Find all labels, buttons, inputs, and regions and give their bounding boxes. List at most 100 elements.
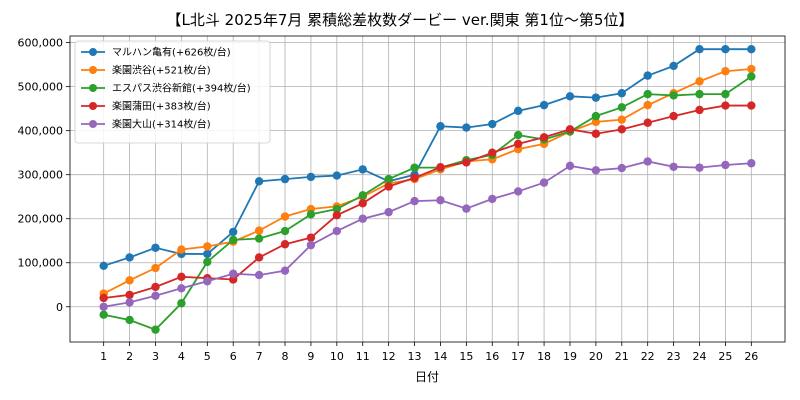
legend-label-4: 楽園蒲田(+383枚/台) <box>112 100 211 113</box>
data-point <box>254 226 264 235</box>
data-point <box>591 111 601 121</box>
axis-ticks: 1 2 3 4 5 6 7 8 9 10 11 12 13 14 15 16 17 18 19 20 21 22 23 24 2… <box>18 37 759 363</box>
data-point <box>306 172 316 182</box>
data-point <box>488 148 497 157</box>
data-point <box>151 282 160 292</box>
data-point <box>177 245 186 254</box>
y-tick-label: 400,000 <box>18 125 64 138</box>
data-point <box>643 71 652 80</box>
data-point <box>306 233 316 242</box>
data-point <box>721 160 730 170</box>
data-point <box>462 204 471 213</box>
data-point <box>539 133 549 142</box>
data-point <box>747 101 756 110</box>
x-tick-label: 15 <box>459 350 473 363</box>
x-tick-label: 9 <box>307 350 314 363</box>
data-point <box>151 325 160 334</box>
data-point <box>332 171 342 180</box>
x-tick-label: 5 <box>204 350 211 363</box>
data-point <box>436 163 445 172</box>
series-line-5 <box>103 160 752 308</box>
data-point <box>177 284 186 293</box>
data-point <box>617 115 626 124</box>
y-tick-label: 600,000 <box>18 37 64 50</box>
x-tick-label: 18 <box>537 350 551 363</box>
data-point <box>125 298 134 307</box>
data-point <box>254 177 264 186</box>
legend-marker-5 <box>89 120 97 128</box>
data-point <box>254 253 264 262</box>
x-tick-label: 20 <box>589 350 603 363</box>
data-point <box>643 118 652 127</box>
data-point <box>280 266 290 275</box>
y-tick-label: 200,000 <box>18 213 64 226</box>
data-point <box>565 125 575 134</box>
data-point <box>125 315 134 325</box>
data-point <box>203 257 212 267</box>
series-line-1 <box>103 48 752 267</box>
legend-marker-2 <box>89 66 97 74</box>
legend-marker-1 <box>89 48 97 56</box>
data-point <box>462 158 471 167</box>
y-tick-label: 500,000 <box>18 81 64 94</box>
data-point <box>177 272 186 282</box>
series-layer <box>99 45 756 334</box>
data-point <box>513 139 523 149</box>
x-tick-label: 3 <box>152 350 159 363</box>
data-point <box>254 234 264 243</box>
x-tick-label: 7 <box>256 350 263 363</box>
data-point <box>151 291 160 300</box>
x-tick-label: 13 <box>408 350 422 363</box>
x-tick-label: 22 <box>641 350 655 363</box>
legend: マルハン亀有(+626枚/台) 楽園渋谷(+521枚/台) エスパス渋谷新館(+39… <box>74 40 271 144</box>
data-point <box>513 187 523 196</box>
data-point <box>643 89 652 99</box>
data-point <box>203 242 212 251</box>
data-point <box>747 72 756 81</box>
data-point <box>565 92 575 101</box>
data-point <box>539 100 549 110</box>
x-tick-label: 24 <box>693 350 707 363</box>
data-point <box>125 290 134 300</box>
x-tick-label: 1 <box>100 350 107 363</box>
x-tick-label: 11 <box>356 350 370 363</box>
data-point <box>747 45 756 54</box>
data-point <box>695 89 704 99</box>
data-point <box>695 45 704 54</box>
data-point <box>591 129 601 138</box>
data-point <box>669 91 678 100</box>
data-point <box>410 173 419 182</box>
data-point <box>488 119 497 129</box>
data-point <box>358 199 367 208</box>
data-point <box>280 226 290 236</box>
data-point <box>410 163 419 172</box>
data-point <box>695 105 704 115</box>
data-point <box>332 210 342 220</box>
data-point <box>565 161 575 171</box>
data-point <box>617 89 626 98</box>
data-point <box>229 227 238 237</box>
legend-box <box>74 40 271 144</box>
data-point <box>669 61 678 71</box>
data-point <box>513 106 523 116</box>
x-axis-label: 日付 <box>415 370 439 384</box>
data-point <box>280 174 290 184</box>
data-point <box>721 67 730 76</box>
data-point <box>358 191 367 200</box>
x-tick-label: 17 <box>511 350 525 363</box>
x-tick-label: 12 <box>382 350 396 363</box>
x-tick-label: 6 <box>230 350 237 363</box>
data-point <box>617 103 626 112</box>
y-tick-label: 300,000 <box>18 169 64 182</box>
data-point <box>643 100 652 110</box>
data-point <box>513 130 523 140</box>
legend-label-2: 楽園渋谷(+521枚/台) <box>112 64 211 77</box>
x-tick-label: 25 <box>718 350 732 363</box>
data-point <box>488 194 497 204</box>
data-point <box>332 226 342 236</box>
series-line-3 <box>103 75 752 331</box>
data-point <box>669 111 678 121</box>
data-point <box>203 277 212 286</box>
